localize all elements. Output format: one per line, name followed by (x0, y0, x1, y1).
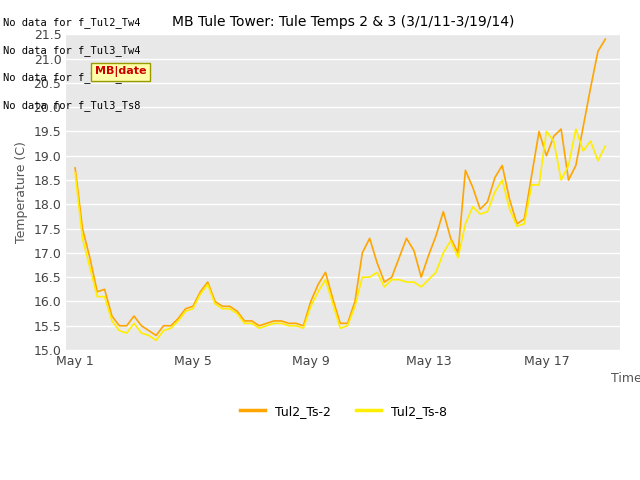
Text: No data for f_Tul3_Ts2: No data for f_Tul3_Ts2 (3, 72, 141, 84)
Title: MB Tule Tower: Tule Temps 2 & 3 (3/1/11-3/19/14): MB Tule Tower: Tule Temps 2 & 3 (3/1/11-… (172, 15, 515, 29)
Text: MB|date: MB|date (95, 66, 146, 77)
Legend: Tul2_Ts-2, Tul2_Ts-8: Tul2_Ts-2, Tul2_Ts-8 (235, 400, 452, 423)
Text: No data for f_Tul3_Ts8: No data for f_Tul3_Ts8 (3, 100, 141, 111)
Y-axis label: Temperature (C): Temperature (C) (15, 141, 28, 243)
X-axis label: Time: Time (611, 372, 640, 385)
Text: No data for f_Tul3_Tw4: No data for f_Tul3_Tw4 (3, 45, 141, 56)
Text: No data for f_Tul2_Tw4: No data for f_Tul2_Tw4 (3, 17, 141, 28)
